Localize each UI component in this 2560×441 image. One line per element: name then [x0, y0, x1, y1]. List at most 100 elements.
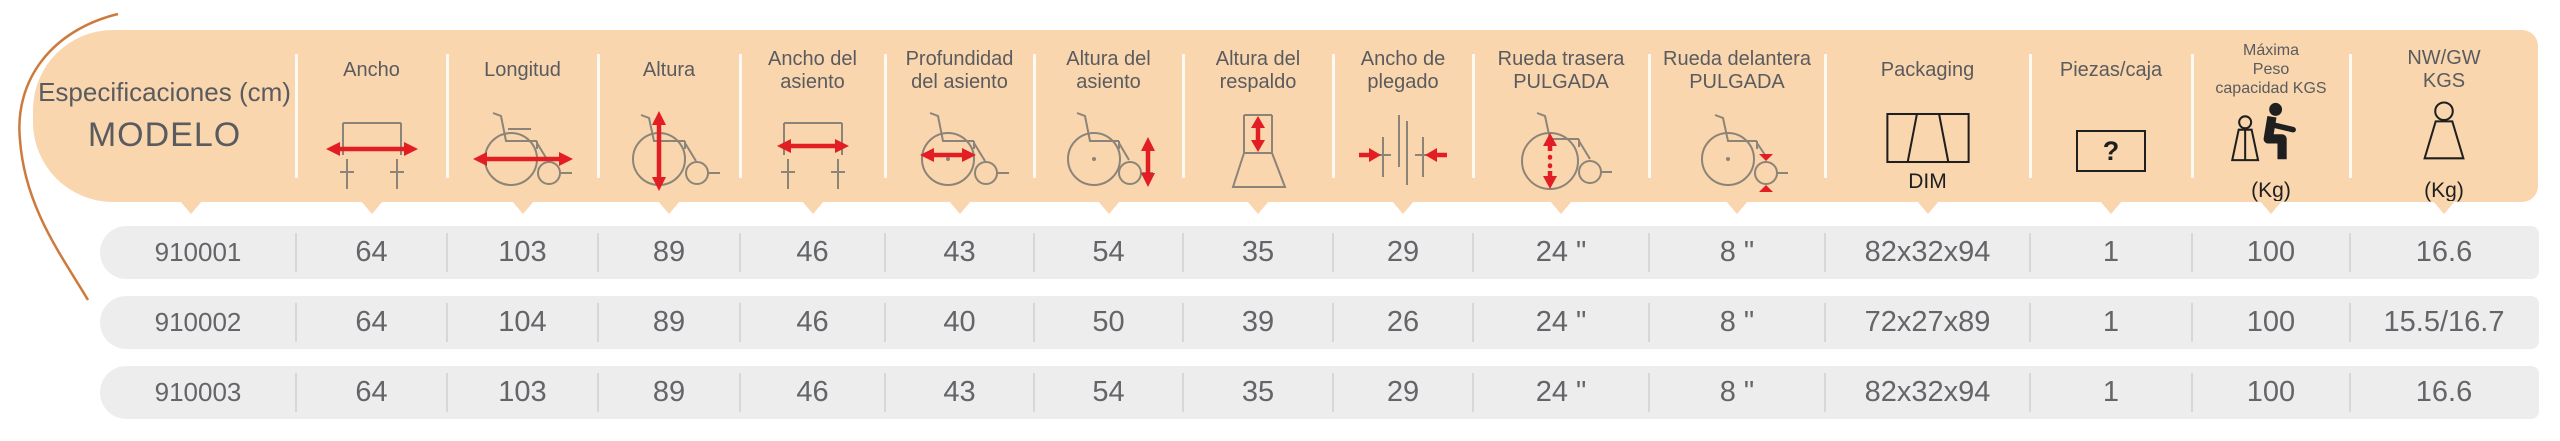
- folded-width-icon: [1359, 115, 1447, 185]
- column-header-packaging: Packaging DIM: [1823, 30, 2030, 214]
- model-cell: 910001: [154, 237, 242, 267]
- value-cell-altura: 89: [597, 226, 740, 279]
- value-cell-ancho-plegado: 26: [1332, 296, 1473, 349]
- column-label-ancho-plegado: Ancho de plegado: [1360, 47, 1446, 93]
- table-row-910001: 910001 64 103 89 46 43 54 35 29 24 " 8 " 82x32x94 1 1…: [100, 226, 2539, 279]
- value-cell-packaging: 82x32x94: [1824, 226, 2030, 279]
- seat-width-icon: [776, 122, 849, 189]
- column-label-altura: Altura: [642, 59, 696, 82]
- value-cell-altura: 89: [597, 296, 740, 349]
- value-cell-rueda-delantera: 8 ": [1648, 296, 1825, 349]
- value-cell-altura-respaldo: 39: [1182, 296, 1333, 349]
- column-header-rueda-trasera: Rueda trasera PULGADA: [1471, 30, 1649, 214]
- column-header-rueda-delantera: Rueda delantera PULGADA: [1647, 30, 1825, 214]
- column-pointer: [1550, 201, 1572, 214]
- max-capacity-icon: [2230, 102, 2296, 162]
- column-label-altura-respaldo: Altura del respaldo: [1215, 47, 1301, 93]
- spec-table-header: Especificaciones (cm) MODELO Ancho Longi…: [33, 30, 2538, 214]
- column-label-altura-asiento: Altura del asiento: [1066, 47, 1151, 93]
- column-header-maxima-peso: Máxima Peso capacidad KGS (Kg): [2190, 30, 2350, 214]
- icon-caption-maxima-peso: (Kg): [2251, 178, 2291, 202]
- value-cell-longitud: 104: [446, 296, 598, 349]
- column-header-nw-gw: NW/GW KGS (Kg): [2348, 30, 2538, 214]
- seat-height-icon: [1066, 112, 1155, 187]
- column-icon-area: [598, 100, 740, 202]
- value-cell-profundidad-asiento: 43: [884, 226, 1034, 279]
- column-pointer: [2433, 201, 2455, 214]
- overall-height-icon: [632, 111, 720, 191]
- column-pointer: [2260, 201, 2282, 214]
- value-cell-ancho: 64: [295, 226, 447, 279]
- column-label-ancho: Ancho: [343, 59, 400, 82]
- value-cell-ancho-asiento: 46: [739, 366, 885, 419]
- value-cell-ancho-asiento: 46: [739, 296, 885, 349]
- value-cell-altura-asiento: 54: [1033, 226, 1183, 279]
- column-icon-area: [885, 100, 1034, 202]
- value-cell-rueda-delantera: 8 ": [1648, 226, 1825, 279]
- column-label-longitud: Longitud: [484, 59, 561, 82]
- modelo-label: MODELO: [87, 115, 242, 154]
- value-cell-rueda-trasera: 24 ": [1472, 366, 1649, 419]
- net-gross-weight-icon: [2423, 101, 2465, 160]
- column-pointer: [1097, 201, 1120, 214]
- column-label-ancho-asiento: Ancho del asiento: [768, 47, 857, 93]
- model-cell: 910003: [154, 377, 242, 407]
- column-icon-area: DIM: [1825, 100, 2030, 202]
- column-pointer: [1247, 201, 1269, 214]
- column-pointer: [801, 201, 824, 214]
- column-header-profundidad-asiento: Profundidad del asiento: [883, 30, 1034, 214]
- column-icon-area: [1473, 100, 1649, 202]
- value-cell-ancho-asiento: 46: [739, 226, 885, 279]
- value-cell-rueda-delantera: 8 ": [1648, 366, 1825, 419]
- column-header-ancho-asiento: Ancho del asiento: [738, 30, 885, 214]
- value-cell-nw-gw: 16.6: [2349, 226, 2538, 279]
- column-pointer: [2100, 201, 2122, 214]
- value-cell-nw-gw: 16.6: [2349, 366, 2538, 419]
- value-cell-ancho: 64: [295, 366, 447, 419]
- value-cell-rueda-trasera: 24 ": [1472, 296, 1649, 349]
- column-label-nw-gw: NW/GW KGS: [2407, 47, 2481, 93]
- column-header-piezas-caja: Piezas/caja ?: [2028, 30, 2192, 214]
- value-cell-nw-gw: 15.5/16.7: [2349, 296, 2538, 349]
- column-label-packaging: Packaging: [1880, 59, 1975, 82]
- value-cell-maxima-peso: 100: [2191, 296, 2350, 349]
- rear-wheel-size-icon: [1521, 112, 1612, 190]
- column-label-piezas-caja: Piezas/caja: [2059, 59, 2163, 82]
- overall-width-icon: [325, 122, 418, 189]
- value-cell-piezas-caja: 1: [2029, 366, 2192, 419]
- column-header-altura-asiento: Altura del asiento: [1032, 30, 1183, 214]
- column-icon-area: [740, 100, 885, 202]
- value-cell-packaging: 82x32x94: [1824, 366, 2030, 419]
- column-icon-area: (Kg): [2192, 99, 2350, 202]
- value-cell-profundidad-asiento: 40: [884, 296, 1034, 349]
- value-cell-longitud: 103: [446, 366, 598, 419]
- value-cell-altura-asiento: 50: [1033, 296, 1183, 349]
- packaging-box-icon: [1885, 113, 1970, 164]
- icon-caption-packaging: DIM: [1908, 170, 1947, 194]
- column-header-ancho: Ancho: [294, 30, 447, 214]
- column-pointer: [360, 201, 383, 214]
- value-cell-altura: 89: [597, 366, 740, 419]
- column-pointer: [948, 201, 971, 214]
- model-cell: 910002: [154, 307, 242, 337]
- value-cell-maxima-peso: 100: [2191, 226, 2350, 279]
- value-cell-ancho-plegado: 29: [1332, 226, 1473, 279]
- front-wheel-size-icon: [1701, 114, 1788, 192]
- model-header-cell: Especificaciones (cm) MODELO: [33, 30, 296, 214]
- column-label-rueda-trasera: Rueda trasera PULGADA: [1497, 47, 1625, 93]
- overall-length-icon: [472, 112, 573, 186]
- value-cell-altura-asiento: 54: [1033, 366, 1183, 419]
- value-cell-longitud: 103: [446, 226, 598, 279]
- column-icon-area: [447, 100, 598, 202]
- pieces-per-box-icon: ?: [2076, 130, 2146, 172]
- column-icon-area: [1649, 100, 1825, 202]
- column-label-rueda-delantera: Rueda delantera PULGADA: [1663, 47, 1811, 93]
- table-row-910002: 910002 64 104 89 46 40 50 39 26 24 " 8 " 72x27x89 1 1…: [100, 296, 2539, 349]
- value-cell-packaging: 72x27x89: [1824, 296, 2030, 349]
- value-cell-piezas-caja: 1: [2029, 226, 2192, 279]
- column-icon-area: [296, 100, 447, 202]
- especificaciones-label: Especificaciones (cm): [38, 77, 291, 107]
- value-cell-rueda-trasera: 24 ": [1472, 226, 1649, 279]
- column-header-ancho-plegado: Ancho de plegado: [1331, 30, 1473, 214]
- value-cell-ancho: 64: [295, 296, 447, 349]
